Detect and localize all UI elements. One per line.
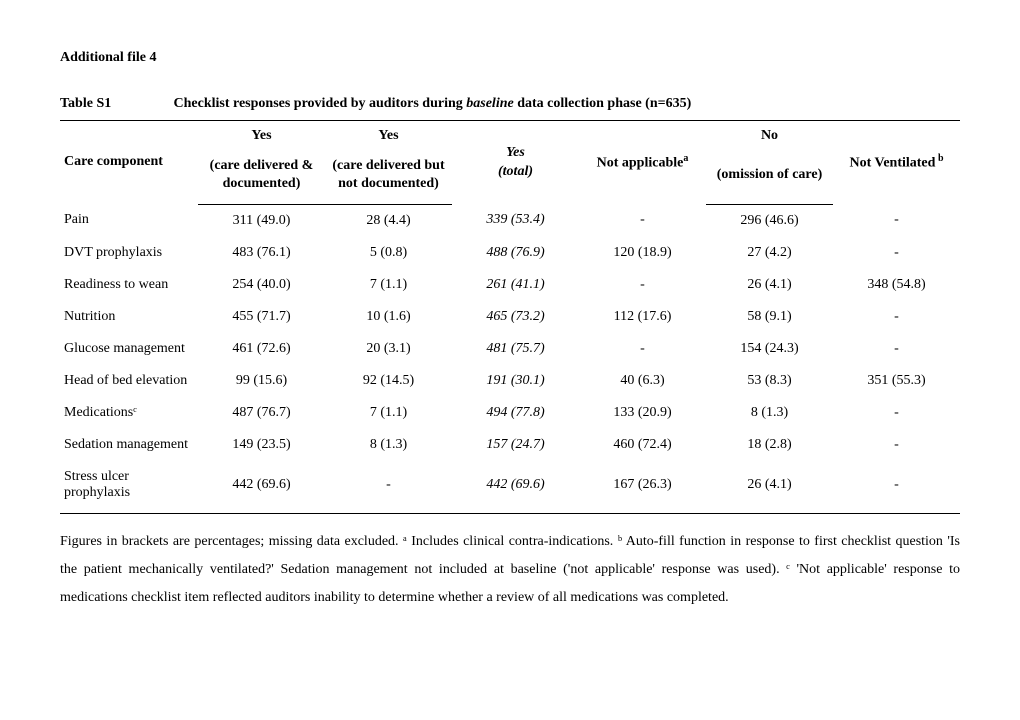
caption-label: Table S1 bbox=[60, 96, 170, 112]
cell-c6: 348 (54.8) bbox=[833, 269, 960, 301]
cell-c1: 461 (72.6) bbox=[198, 333, 325, 365]
cell-c4: 112 (17.6) bbox=[579, 301, 706, 333]
col-yes-notdoc-top: Yes bbox=[325, 121, 452, 152]
cell-c5: 26 (4.1) bbox=[706, 461, 833, 514]
cell-c2: 92 (14.5) bbox=[325, 365, 452, 397]
cell-name: Head of bed elevation bbox=[60, 365, 198, 397]
cell-c5: 296 (46.6) bbox=[706, 204, 833, 237]
col-na: Not applicablea bbox=[579, 121, 706, 205]
cell-name: DVT prophylaxis bbox=[60, 237, 198, 269]
table-row: Glucose management461 (72.6)20 (3.1)481 … bbox=[60, 333, 960, 365]
file-heading: Additional file 4 bbox=[60, 50, 960, 66]
col-notvent-text: Not Ventilated bbox=[849, 156, 935, 171]
caption-post: data collection phase (n=635) bbox=[514, 96, 692, 111]
caption-italic: baseline bbox=[466, 96, 513, 111]
col-yes-doc-sub: (care delivered & documented) bbox=[198, 151, 325, 204]
cell-c3: 488 (76.9) bbox=[452, 237, 579, 269]
cell-c1: 149 (23.5) bbox=[198, 429, 325, 461]
table-row: Medicationsᶜ487 (76.7)7 (1.1)494 (77.8)1… bbox=[60, 397, 960, 429]
cell-c1: 311 (49.0) bbox=[198, 204, 325, 237]
cell-c5: 8 (1.3) bbox=[706, 397, 833, 429]
cell-c6: - bbox=[833, 397, 960, 429]
cell-c5: 26 (4.1) bbox=[706, 269, 833, 301]
cell-c6: - bbox=[833, 204, 960, 237]
cell-c6: - bbox=[833, 301, 960, 333]
col-yes-doc-top: Yes bbox=[198, 121, 325, 152]
cell-c2: - bbox=[325, 461, 452, 514]
cell-name: Readiness to wean bbox=[60, 269, 198, 301]
cell-c4: - bbox=[579, 333, 706, 365]
caption-pre: Checklist responses provided by auditors… bbox=[174, 96, 467, 111]
cell-name: Glucose management bbox=[60, 333, 198, 365]
cell-name: Sedation management bbox=[60, 429, 198, 461]
cell-c3: 442 (69.6) bbox=[452, 461, 579, 514]
table-row: Stress ulcer prophylaxis442 (69.6)-442 (… bbox=[60, 461, 960, 514]
cell-c1: 483 (76.1) bbox=[198, 237, 325, 269]
col-yes-notdoc-sub: (care delivered but not documented) bbox=[325, 151, 452, 204]
cell-c3: 339 (53.4) bbox=[452, 204, 579, 237]
col-na-text: Not applicable bbox=[597, 156, 684, 171]
table-row: Nutrition455 (71.7)10 (1.6)465 (73.2)112… bbox=[60, 301, 960, 333]
cell-c2: 20 (3.1) bbox=[325, 333, 452, 365]
cell-c2: 5 (0.8) bbox=[325, 237, 452, 269]
cell-c3: 261 (41.1) bbox=[452, 269, 579, 301]
cell-c5: 27 (4.2) bbox=[706, 237, 833, 269]
cell-c5: 18 (2.8) bbox=[706, 429, 833, 461]
table-row: Pain311 (49.0)28 (4.4)339 (53.4)-296 (46… bbox=[60, 204, 960, 237]
cell-c4: 167 (26.3) bbox=[579, 461, 706, 514]
data-table: Care component Yes Yes Yes (total) Not a… bbox=[60, 120, 960, 514]
cell-c4: - bbox=[579, 269, 706, 301]
table-row: Sedation management149 (23.5)8 (1.3)157 … bbox=[60, 429, 960, 461]
col-care-component: Care component bbox=[60, 121, 198, 205]
col-notvent-sup: b bbox=[935, 153, 943, 164]
cell-c6: - bbox=[833, 429, 960, 461]
cell-c4: 120 (18.9) bbox=[579, 237, 706, 269]
cell-c3: 465 (73.2) bbox=[452, 301, 579, 333]
cell-c3: 494 (77.8) bbox=[452, 397, 579, 429]
col-yes-total-sub: (total) bbox=[498, 164, 533, 179]
cell-c1: 99 (15.6) bbox=[198, 365, 325, 397]
cell-c1: 487 (76.7) bbox=[198, 397, 325, 429]
cell-c2: 7 (1.1) bbox=[325, 397, 452, 429]
cell-c5: 53 (8.3) bbox=[706, 365, 833, 397]
cell-c2: 8 (1.3) bbox=[325, 429, 452, 461]
table-row: Readiness to wean254 (40.0)7 (1.1)261 (4… bbox=[60, 269, 960, 301]
cell-c4: - bbox=[579, 204, 706, 237]
cell-c3: 191 (30.1) bbox=[452, 365, 579, 397]
col-na-sup: a bbox=[683, 153, 688, 164]
footnote: Figures in brackets are percentages; mis… bbox=[60, 528, 960, 612]
cell-c6: - bbox=[833, 237, 960, 269]
cell-c5: 58 (9.1) bbox=[706, 301, 833, 333]
col-yes-total: Yes (total) bbox=[452, 121, 579, 205]
cell-c6: 351 (55.3) bbox=[833, 365, 960, 397]
cell-c2: 7 (1.1) bbox=[325, 269, 452, 301]
col-notvent: Not Ventilated b bbox=[833, 121, 960, 205]
cell-c1: 455 (71.7) bbox=[198, 301, 325, 333]
caption-desc: Checklist responses provided by auditors… bbox=[174, 96, 692, 111]
cell-name: Pain bbox=[60, 204, 198, 237]
cell-c4: 460 (72.4) bbox=[579, 429, 706, 461]
col-no-sub: (omission of care) bbox=[706, 151, 833, 204]
table-caption: Table S1 Checklist responses provided by… bbox=[60, 96, 960, 112]
cell-c2: 28 (4.4) bbox=[325, 204, 452, 237]
col-no-top: No bbox=[706, 121, 833, 152]
cell-c3: 157 (24.7) bbox=[452, 429, 579, 461]
cell-c4: 40 (6.3) bbox=[579, 365, 706, 397]
table-row: Head of bed elevation99 (15.6)92 (14.5)1… bbox=[60, 365, 960, 397]
cell-name: Stress ulcer prophylaxis bbox=[60, 461, 198, 514]
cell-name: Medicationsᶜ bbox=[60, 397, 198, 429]
cell-name: Nutrition bbox=[60, 301, 198, 333]
cell-c6: - bbox=[833, 461, 960, 514]
cell-c2: 10 (1.6) bbox=[325, 301, 452, 333]
cell-c3: 481 (75.7) bbox=[452, 333, 579, 365]
cell-c1: 254 (40.0) bbox=[198, 269, 325, 301]
table-body: Pain311 (49.0)28 (4.4)339 (53.4)-296 (46… bbox=[60, 204, 960, 513]
cell-c4: 133 (20.9) bbox=[579, 397, 706, 429]
cell-c5: 154 (24.3) bbox=[706, 333, 833, 365]
cell-c1: 442 (69.6) bbox=[198, 461, 325, 514]
col-yes-total-top: Yes bbox=[506, 145, 525, 160]
cell-c6: - bbox=[833, 333, 960, 365]
table-row: DVT prophylaxis483 (76.1)5 (0.8)488 (76.… bbox=[60, 237, 960, 269]
